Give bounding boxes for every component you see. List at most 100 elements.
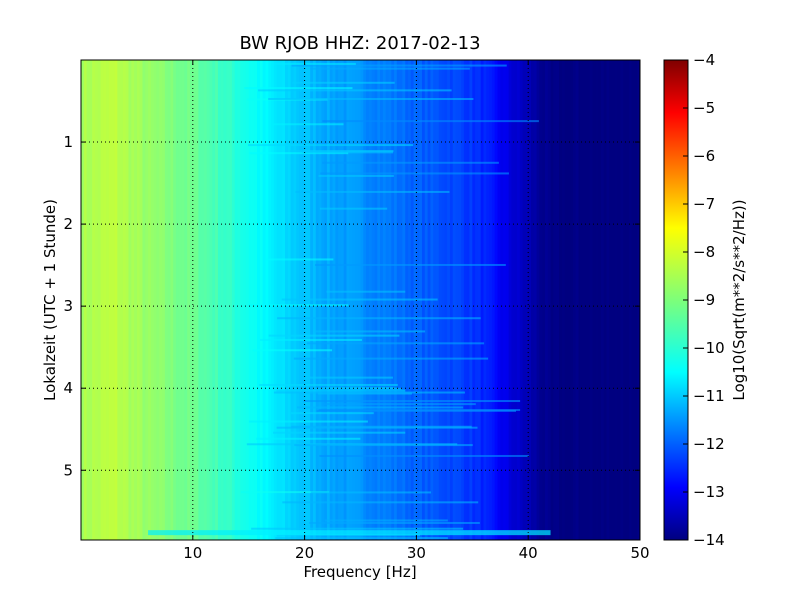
heatmap-streak [320,172,509,175]
heatmap-column [128,60,132,540]
heatmap-column [164,60,169,540]
heatmap-streak [307,342,485,345]
heatmap-streak [273,391,465,394]
heatmap-column [567,60,571,540]
x-axis-ticks: 10 20 30 40 50 [183,60,650,562]
heatmap-column [589,60,594,540]
heatmap-streak [244,87,353,90]
heatmap-column [106,60,110,540]
colorbar-tick-label: −7 [693,195,715,213]
heatmap-streak [275,537,448,540]
heatmap-column [503,60,507,540]
colorbar-tick-label: −4 [693,51,715,69]
heatmap-streak [247,144,414,147]
heatmap-streak [252,349,333,352]
heatmap-column [505,60,510,540]
heatmap-streak [259,338,362,341]
heatmap-streak [324,519,448,522]
heatmap-column [81,60,85,540]
heatmap-column [125,60,130,540]
heatmap-column [475,60,479,540]
heatmap-column [606,60,610,540]
y-tick-label: 2 [63,215,73,233]
heatmap-streak [276,534,421,537]
heatmap-streak [322,161,499,164]
heatmap-column [561,60,566,540]
heatmap-column [97,60,102,540]
heatmap-column [145,60,149,540]
heatmap-column [245,60,250,540]
heatmap-column [592,60,596,540]
y-tick-label: 4 [63,379,73,397]
heatmap-column [220,60,225,540]
heatmap-column [262,60,267,540]
x-tick-label: 40 [519,544,538,562]
heatmap-column [86,60,90,540]
heatmap-streak [291,64,507,67]
heatmap-column [483,60,487,540]
heatmap-column [150,60,155,540]
heatmap-column [497,60,501,540]
heatmap-column [223,60,227,540]
heatmap-column [83,60,88,540]
heatmap-streak [315,263,506,266]
heatmap-column [276,60,281,540]
heatmap-streaks [148,62,551,540]
heatmap-column [486,60,490,540]
heatmap-column [542,60,546,540]
colorbar-tick-label: −11 [693,387,725,405]
heatmap-streak [256,437,361,440]
heatmap-streak [303,400,521,403]
heatmap-column [444,60,448,540]
heatmap-column [268,60,272,540]
heatmap-column [461,60,465,540]
heatmap-column [447,60,451,540]
heatmap-column [114,60,118,540]
heatmap-streak [248,304,349,307]
chart-title: BW RJOB HHZ: 2017-02-13 [239,33,480,54]
heatmap-streak [294,444,473,447]
heatmap-column [279,60,283,540]
heatmap-column [259,60,264,540]
heatmap-streak [315,387,402,390]
x-tick-label: 30 [407,544,426,562]
y-axis-ticks: 1 2 3 4 5 [63,133,640,479]
y-axis-label: Lokalzeit (UTC + 1 Stunde) [41,199,59,401]
heatmap-column [184,60,188,540]
heatmap-column [203,60,208,540]
heatmap-streak [268,334,400,337]
heatmap-streak [309,521,480,524]
heatmap-column [463,60,468,540]
heatmap-column [139,60,144,540]
heatmap-streak [273,123,344,126]
heatmap-column [544,60,549,540]
heatmap-column [598,60,602,540]
heatmap-streak [319,207,388,210]
heatmap-column [257,60,261,540]
heatmap-column [103,60,107,540]
x-tick-label: 20 [295,544,314,562]
heatmap-column [178,60,183,540]
heatmap-column [547,60,552,540]
heatmap-streak [240,491,330,494]
heatmap-column [637,60,640,540]
heatmap-column [489,60,493,540]
heatmap-streak [268,98,474,101]
heatmap-column [634,60,638,540]
heatmap-column [212,60,216,540]
heatmap-column [108,60,113,540]
heatmap-column [617,60,622,540]
heatmap-column [491,60,496,540]
heatmap-streak [277,317,481,320]
heatmap-column [472,60,476,540]
heatmap-streak [148,530,551,536]
colorbar-ticks: −14 −13 −12 −11 −10 −9 −8 −7 −6 −5 −4 [683,51,725,549]
heatmap-column [273,60,278,540]
heatmap-column [514,60,518,540]
heatmap-streak [297,406,464,409]
heatmap-column [528,60,532,540]
heatmap-column [192,60,197,540]
heatmap-column [170,60,174,540]
heatmap-column [122,60,127,540]
heatmap-streak [290,150,394,153]
